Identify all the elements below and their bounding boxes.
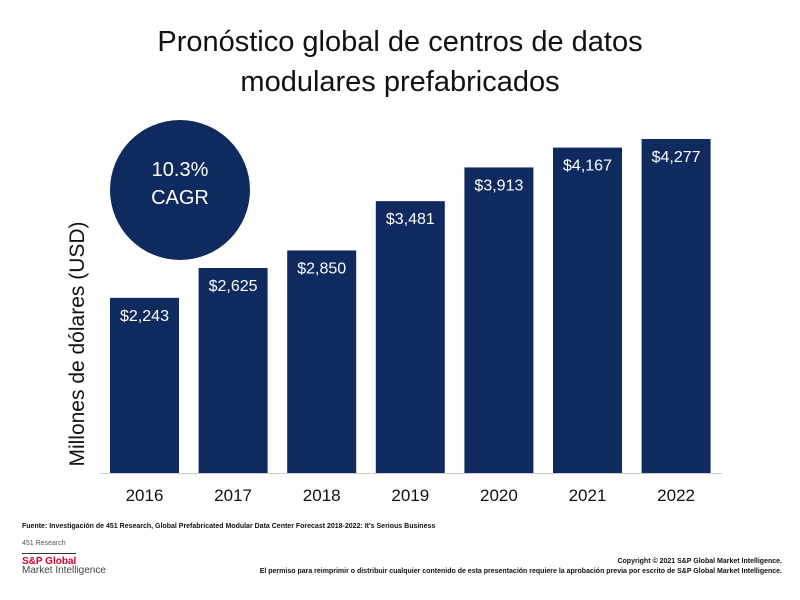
x-tick-label: 2016 — [126, 486, 164, 505]
x-tick-label: 2018 — [303, 486, 341, 505]
data-label: $4,277 — [652, 149, 701, 166]
bar-2021 — [553, 147, 622, 473]
cagr-label: CAGR — [151, 187, 209, 209]
x-tick-label: 2019 — [391, 486, 429, 505]
bar-2017 — [198, 268, 268, 473]
logo-sp-global: S&P Global — [22, 553, 77, 567]
bar-2018 — [287, 250, 357, 473]
bar-2020 — [464, 167, 534, 473]
data-label: $4,167 — [563, 158, 612, 175]
data-label: $2,850 — [297, 260, 346, 277]
copyright-block: Copyright © 2021 S&P Global Market Intel… — [260, 557, 782, 577]
data-label: $3,481 — [386, 211, 435, 228]
data-label: $2,243 — [120, 308, 169, 325]
source-note: Fuente: Investigación de 451 Research, G… — [22, 523, 436, 530]
permission-note: El permiso para reimprimir o distribuir … — [259, 568, 782, 575]
chart-title-line2: modulares prefabricados — [240, 66, 560, 98]
x-tick-label: 2020 — [480, 486, 518, 505]
bar-2016 — [110, 297, 179, 473]
copyright: Copyright © 2021 S&P Global Market Intel… — [617, 558, 782, 565]
data-label: $2,625 — [209, 278, 258, 295]
chart-title-line1: Pronóstico global de centros de datos — [157, 26, 643, 58]
bar-2022 — [641, 139, 711, 473]
research-credit: 451 Research — [22, 540, 66, 547]
x-tick-label: 2021 — [569, 486, 607, 505]
cagr-badge: 10.3% CAGR — [110, 120, 250, 260]
logo-market-intelligence: Market Intelligence — [22, 565, 106, 576]
cagr-value: 10.3% — [151, 159, 209, 181]
data-label: $3,913 — [474, 177, 523, 194]
bar-2019 — [375, 201, 445, 474]
x-tick-label: 2022 — [657, 486, 695, 505]
x-tick-label: 2017 — [214, 486, 252, 505]
